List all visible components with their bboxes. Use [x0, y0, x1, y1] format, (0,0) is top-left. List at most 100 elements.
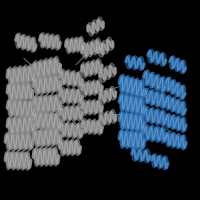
Polygon shape	[8, 67, 13, 86]
Polygon shape	[130, 130, 134, 149]
Polygon shape	[48, 147, 53, 166]
Polygon shape	[60, 69, 66, 86]
Polygon shape	[149, 107, 155, 124]
Polygon shape	[110, 86, 116, 100]
Polygon shape	[138, 57, 144, 70]
Polygon shape	[65, 105, 71, 122]
Polygon shape	[139, 113, 144, 133]
Polygon shape	[44, 75, 50, 94]
Polygon shape	[39, 128, 44, 148]
Polygon shape	[39, 147, 44, 166]
Polygon shape	[8, 83, 13, 102]
Polygon shape	[100, 112, 105, 126]
Polygon shape	[154, 74, 160, 90]
Polygon shape	[160, 127, 166, 143]
Polygon shape	[13, 98, 18, 118]
Polygon shape	[105, 89, 111, 102]
Polygon shape	[44, 128, 50, 147]
Polygon shape	[157, 155, 163, 169]
Polygon shape	[50, 94, 55, 113]
Polygon shape	[87, 100, 92, 115]
Polygon shape	[125, 93, 130, 113]
Polygon shape	[66, 38, 71, 54]
Polygon shape	[170, 56, 175, 69]
Polygon shape	[34, 147, 39, 167]
Polygon shape	[71, 88, 76, 104]
Polygon shape	[160, 53, 166, 66]
Polygon shape	[175, 99, 181, 114]
Polygon shape	[24, 115, 29, 134]
Polygon shape	[34, 129, 39, 148]
Polygon shape	[139, 131, 144, 150]
Polygon shape	[75, 139, 80, 156]
Polygon shape	[18, 115, 24, 135]
Polygon shape	[152, 154, 157, 167]
Polygon shape	[97, 119, 102, 135]
Polygon shape	[34, 110, 39, 130]
Polygon shape	[134, 96, 139, 115]
Polygon shape	[21, 34, 26, 50]
Polygon shape	[16, 33, 21, 48]
Polygon shape	[29, 64, 34, 83]
Polygon shape	[79, 36, 84, 52]
Polygon shape	[155, 126, 160, 142]
Polygon shape	[92, 60, 97, 75]
Polygon shape	[91, 40, 97, 55]
Polygon shape	[27, 81, 32, 101]
Polygon shape	[166, 113, 171, 128]
Polygon shape	[60, 105, 65, 122]
Polygon shape	[23, 65, 29, 84]
Polygon shape	[120, 74, 125, 93]
Polygon shape	[87, 119, 92, 134]
Polygon shape	[60, 121, 66, 138]
Polygon shape	[138, 148, 144, 162]
Polygon shape	[144, 149, 150, 163]
Polygon shape	[110, 110, 116, 123]
Polygon shape	[125, 129, 130, 149]
Polygon shape	[162, 156, 168, 170]
Polygon shape	[96, 38, 102, 53]
Polygon shape	[55, 35, 60, 50]
Polygon shape	[110, 63, 115, 77]
Polygon shape	[82, 44, 87, 59]
Polygon shape	[134, 130, 139, 149]
Polygon shape	[34, 61, 39, 80]
Polygon shape	[75, 37, 79, 52]
Polygon shape	[144, 88, 150, 104]
Polygon shape	[39, 60, 44, 79]
Polygon shape	[148, 49, 154, 63]
Polygon shape	[87, 42, 92, 57]
Polygon shape	[139, 79, 144, 98]
Polygon shape	[126, 55, 132, 69]
Polygon shape	[129, 94, 134, 114]
Polygon shape	[39, 95, 44, 114]
Polygon shape	[34, 95, 39, 114]
Polygon shape	[76, 88, 82, 105]
Polygon shape	[44, 94, 50, 114]
Polygon shape	[171, 132, 176, 148]
Polygon shape	[97, 44, 103, 57]
Polygon shape	[100, 69, 105, 82]
Polygon shape	[107, 37, 113, 50]
Polygon shape	[16, 132, 22, 151]
Polygon shape	[102, 41, 108, 54]
Polygon shape	[88, 23, 93, 36]
Polygon shape	[55, 112, 60, 131]
Polygon shape	[65, 70, 71, 86]
Polygon shape	[76, 122, 82, 139]
Polygon shape	[44, 58, 50, 78]
Polygon shape	[134, 78, 139, 97]
Polygon shape	[130, 112, 134, 131]
Polygon shape	[97, 58, 102, 74]
Polygon shape	[160, 92, 166, 109]
Polygon shape	[8, 98, 13, 118]
Polygon shape	[82, 119, 87, 134]
Polygon shape	[22, 82, 27, 101]
Polygon shape	[149, 89, 155, 106]
Polygon shape	[31, 37, 36, 52]
Polygon shape	[39, 75, 44, 95]
Polygon shape	[105, 66, 110, 79]
Polygon shape	[44, 111, 50, 130]
Polygon shape	[82, 100, 87, 115]
Polygon shape	[166, 95, 171, 110]
